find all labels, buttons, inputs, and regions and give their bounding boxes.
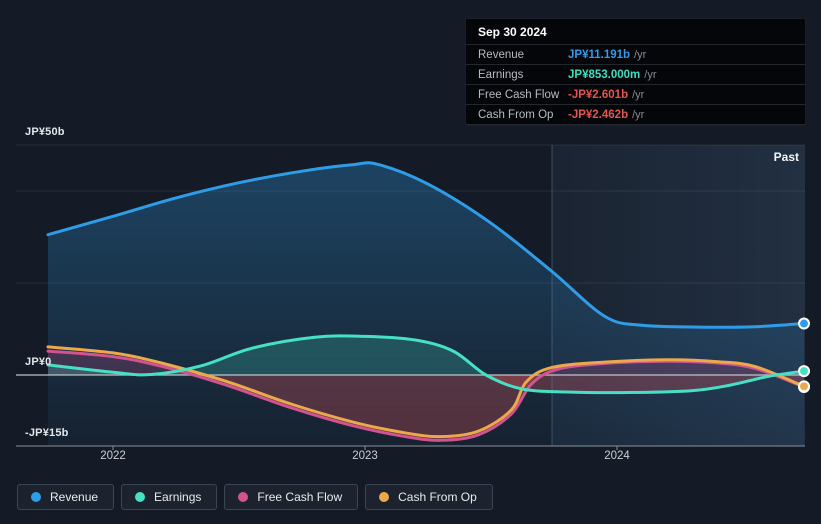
x-axis-label-2023: 2023 [352,450,378,462]
cash-from-op-legend-dot-icon [379,492,390,502]
legend-item-label: Earnings [154,490,202,504]
tooltip-row-cash-from-op: Cash From Op -JP¥2.462b/yr [466,104,805,125]
legend-item-label: Revenue [50,490,99,504]
tooltip-row-suffix: /yr [634,48,647,61]
tooltip-row-suffix: /yr [632,108,645,121]
chart-legend: Revenue Earnings Free Cash Flow Cash From O… [17,484,493,510]
cash-from-op-line [46,345,806,439]
y-axis-label--jp-15b: -JP¥15b [25,426,69,439]
earnings-area-negative [48,375,804,393]
legend-item-free-cash-flow[interactable]: Free Cash Flow [224,484,359,510]
y-axis-label-jp-0: JP¥0 [25,356,52,368]
earnings-line [46,334,806,395]
free-cash-flow-area-positive [48,351,804,375]
tooltip-row-label: Revenue [478,48,525,61]
tooltip-date: Sep 30 2024 [478,25,547,39]
tooltip-row-label: Cash From Op [478,108,554,121]
legend-item-label: Free Cash Flow [257,490,343,504]
past-region-label: Past [773,150,799,164]
series-end-dots [798,317,810,393]
tooltip-row-revenue: Revenue JP¥11.191b/yr [466,44,805,64]
earnings-area-positive [48,335,804,375]
tooltip-row-value: -JP¥2.462b [568,108,629,121]
free-cash-flow-legend-dot-icon [238,492,249,502]
legend-item-revenue[interactable]: Revenue [17,484,115,510]
tooltip-row-label: Free Cash Flow [478,88,560,101]
x-axis-label-2024: 2024 [604,450,630,462]
legend-item-cash-from-op[interactable]: Cash From Op [365,484,493,510]
series-lines [46,161,806,442]
free-cash-flow-area-negative [48,375,804,441]
tooltip-row-suffix: /yr [644,68,657,81]
tooltip-row-label: Earnings [478,68,524,81]
legend-item-earnings[interactable]: Earnings [121,484,218,510]
tooltip-rows: Revenue JP¥11.191b/yr Earnings JP¥853.000m /… [466,44,805,125]
revenue-end-dot [798,317,810,330]
y-axis-label-jp-50b: JP¥50b [25,126,65,138]
chart-tooltip: Sep 30 2024 Revenue JP¥11.191b/yr Earnings… [465,18,806,126]
tooltip-row-value: -JP¥2.601b [568,88,629,101]
earnings-legend-dot-icon [135,492,146,502]
cash-from-op-end-dot [798,380,810,393]
tooltip-row-earnings: Earnings JP¥853.000m/yr [466,64,805,84]
tooltip-row-suffix: /yr [632,88,645,101]
tooltip-row-free-cash-flow: Free Cash Flow -JP¥2.601b/yr [466,84,805,104]
revenue-line [46,161,806,329]
earnings-end-dot [798,365,810,378]
legend-item-label: Cash From Op [398,490,477,504]
tooltip-row-value: JP¥853.000m [568,68,641,81]
tooltip-row-value: JP¥11.191b [568,48,631,61]
revenue-legend-dot-icon [31,492,41,502]
x-axis-label-2022: 2022 [100,450,126,462]
